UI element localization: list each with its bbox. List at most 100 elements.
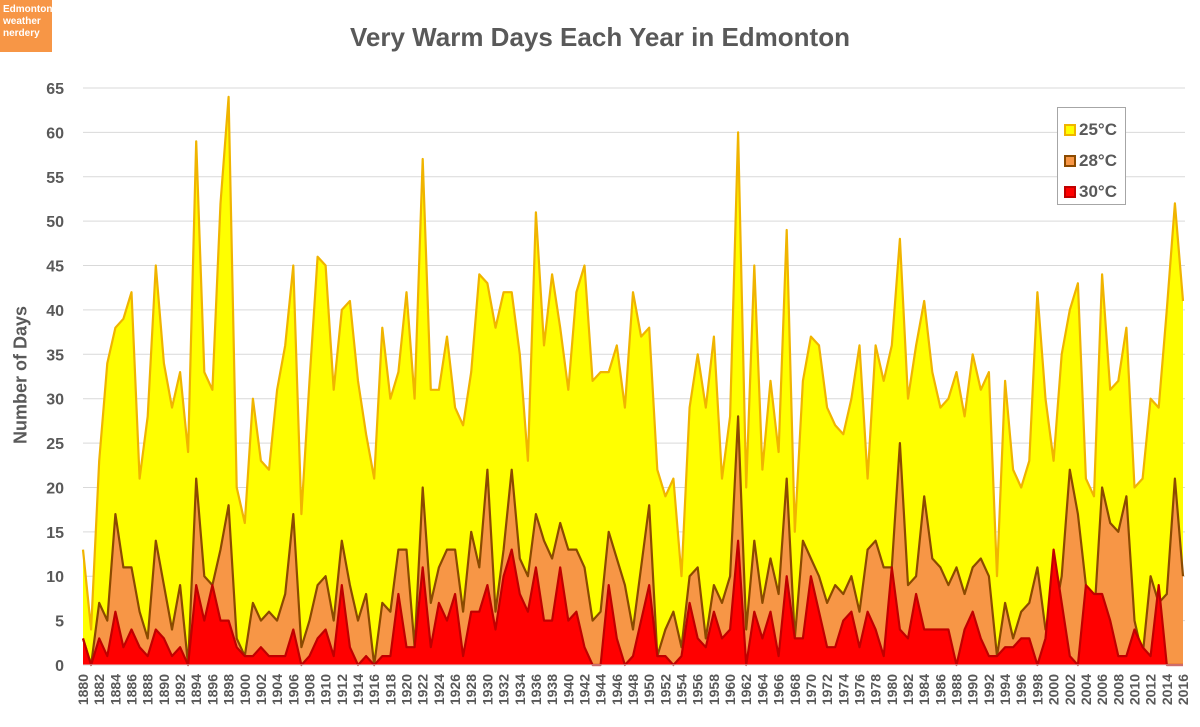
svg-text:1890: 1890 [156,674,172,705]
svg-text:10: 10 [46,569,64,586]
svg-text:1964: 1964 [754,674,770,705]
svg-text:1986: 1986 [932,674,948,705]
svg-text:1936: 1936 [528,674,544,705]
svg-text:1942: 1942 [576,674,592,705]
svg-text:2008: 2008 [1110,674,1126,705]
svg-text:1906: 1906 [285,674,301,705]
svg-text:1888: 1888 [140,674,156,705]
svg-text:20: 20 [46,480,64,497]
svg-text:0: 0 [55,658,64,675]
svg-text:1984: 1984 [916,674,932,705]
svg-text:60: 60 [46,125,64,142]
svg-text:1900: 1900 [237,674,253,705]
svg-text:1940: 1940 [560,674,576,705]
svg-text:2000: 2000 [1046,674,1062,705]
svg-text:2004: 2004 [1078,674,1094,705]
legend-label: 30°C [1079,181,1117,201]
svg-text:1916: 1916 [366,674,382,705]
svg-text:1994: 1994 [997,674,1013,705]
svg-text:1982: 1982 [900,674,916,705]
legend: 25°C 28°C 30°C [1057,107,1126,205]
legend-swatch-yellow [1064,123,1076,136]
svg-text:1974: 1974 [835,674,851,705]
svg-text:1894: 1894 [188,674,204,705]
svg-text:1948: 1948 [625,674,641,705]
svg-text:1946: 1946 [609,674,625,705]
legend-item-28c: 28°C [1064,145,1125,176]
svg-text:1884: 1884 [107,674,123,705]
badge-line-2: weather [3,16,41,27]
x-axis-ticks: 1880 1882 1884 1886 1888 1890 1892 1894 1896 1898… [75,674,1191,705]
svg-text:1898: 1898 [221,674,237,705]
svg-text:1968: 1968 [787,674,803,705]
svg-text:1914: 1914 [350,674,366,705]
svg-text:1980: 1980 [884,674,900,705]
svg-text:1896: 1896 [204,674,220,705]
legend-swatch-red [1064,185,1076,198]
svg-text:5: 5 [55,614,64,631]
badge-line-1: Edmonton [3,4,53,15]
svg-text:1928: 1928 [463,674,479,705]
svg-text:1950: 1950 [641,674,657,705]
svg-text:2014: 2014 [1159,674,1175,705]
svg-text:2006: 2006 [1094,674,1110,705]
svg-text:1902: 1902 [253,674,269,705]
svg-text:1920: 1920 [399,674,415,705]
svg-text:1926: 1926 [447,674,463,705]
legend-swatch-orange [1064,154,1076,167]
svg-text:1956: 1956 [690,674,706,705]
svg-text:2012: 2012 [1143,674,1159,705]
svg-text:15: 15 [46,525,64,542]
svg-text:55: 55 [46,170,64,187]
legend-label: 28°C [1079,150,1117,170]
svg-text:1918: 1918 [382,674,398,705]
svg-text:1882: 1882 [91,674,107,705]
svg-text:1910: 1910 [318,674,334,705]
svg-text:1972: 1972 [819,674,835,705]
svg-text:2016: 2016 [1175,674,1191,705]
svg-text:1970: 1970 [803,674,819,705]
svg-text:1924: 1924 [431,674,447,705]
svg-text:50: 50 [46,214,64,231]
svg-text:1886: 1886 [124,674,140,705]
svg-text:1990: 1990 [965,674,981,705]
legend-item-30c: 30°C [1064,176,1125,207]
svg-text:1944: 1944 [593,674,609,705]
y-axis-ticks: 0 5 10 15 20 25 30 35 40 45 50 55 60 65 [46,81,64,675]
svg-text:35: 35 [46,347,64,364]
svg-text:45: 45 [46,259,64,276]
svg-text:65: 65 [46,81,64,98]
svg-text:1938: 1938 [544,674,560,705]
svg-text:1998: 1998 [1029,674,1045,705]
svg-text:2002: 2002 [1062,674,1078,705]
svg-text:1904: 1904 [269,674,285,705]
svg-text:1912: 1912 [334,674,350,705]
svg-text:1978: 1978 [868,674,884,705]
svg-text:1960: 1960 [722,674,738,705]
legend-label: 25°C [1079,119,1117,139]
svg-text:1892: 1892 [172,674,188,705]
svg-text:25: 25 [46,436,64,453]
svg-text:1976: 1976 [851,674,867,705]
svg-text:1922: 1922 [415,674,431,705]
svg-text:1988: 1988 [949,674,965,705]
svg-text:2010: 2010 [1126,674,1142,705]
svg-text:40: 40 [46,303,64,320]
svg-text:30: 30 [46,392,64,409]
svg-text:1996: 1996 [1013,674,1029,705]
svg-text:1908: 1908 [301,674,317,705]
svg-text:1966: 1966 [771,674,787,705]
svg-text:1934: 1934 [512,674,528,705]
chart-title: Very Warm Days Each Year in Edmonton [350,22,850,52]
data-areas [81,95,1185,667]
svg-text:1932: 1932 [496,674,512,705]
svg-text:1962: 1962 [738,674,754,705]
svg-text:1992: 1992 [981,674,997,705]
svg-text:1952: 1952 [657,674,673,705]
svg-text:1880: 1880 [75,674,91,705]
svg-text:1954: 1954 [674,674,690,705]
svg-text:1930: 1930 [479,674,495,705]
edmonton-weather-nerdery-badge: Edmonton weather nerdery [0,0,52,52]
legend-item-25c: 25°C [1064,114,1125,145]
